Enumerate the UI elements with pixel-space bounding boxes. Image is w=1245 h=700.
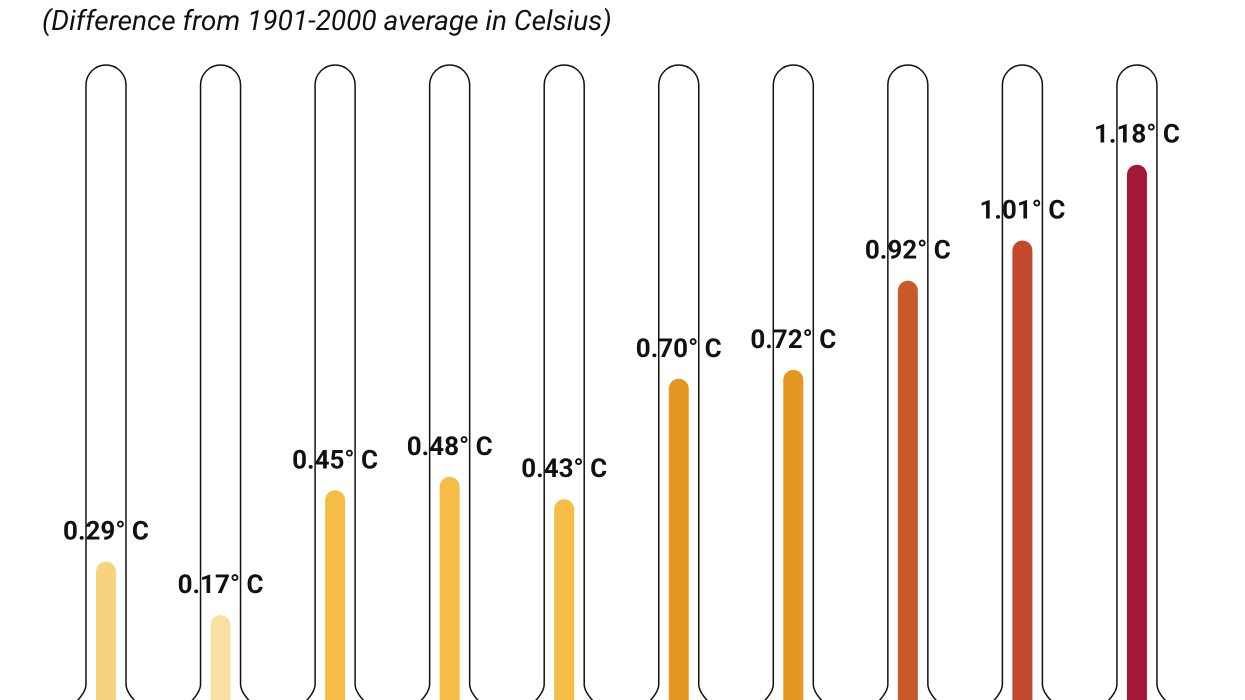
value-label: 0.29° C	[63, 517, 149, 547]
thermometer-outline	[535, 64, 594, 700]
mercury-bar	[668, 378, 689, 700]
value-label: 0.43° C	[521, 454, 607, 484]
thermometer-outline	[191, 64, 250, 700]
value-label: 1.01° C	[979, 196, 1065, 226]
value-label: 0.45° C	[292, 445, 378, 475]
mercury-bar	[439, 476, 460, 700]
mercury-bar	[1126, 164, 1147, 700]
value-label: 1.18° C	[1094, 120, 1180, 150]
value-label: 0.92° C	[865, 236, 951, 266]
value-label: 0.17° C	[178, 570, 264, 600]
value-label: 0.48° C	[407, 432, 493, 462]
thermometer-outline	[878, 64, 937, 700]
chart-subtitle: (Difference from 1901-2000 average in Ce…	[42, 4, 612, 37]
value-label: 0.70° C	[636, 334, 722, 364]
thermometer-outline	[305, 64, 365, 700]
value-label: 0.72° C	[750, 325, 836, 355]
thermometer-outline	[76, 64, 136, 700]
thermometer-outline	[993, 64, 1052, 700]
mercury-bar	[325, 490, 346, 700]
mercury-bar	[96, 561, 116, 700]
mercury-bar	[897, 280, 918, 700]
mercury-bar	[210, 615, 231, 700]
thermometer-outline	[649, 64, 708, 700]
thermometer-outline	[420, 64, 479, 700]
thermometer-outline	[764, 64, 823, 700]
mercury-bar	[1012, 240, 1033, 700]
thermometer-outline	[1107, 64, 1167, 700]
mercury-bar	[783, 369, 804, 700]
mercury-bar	[554, 499, 575, 700]
